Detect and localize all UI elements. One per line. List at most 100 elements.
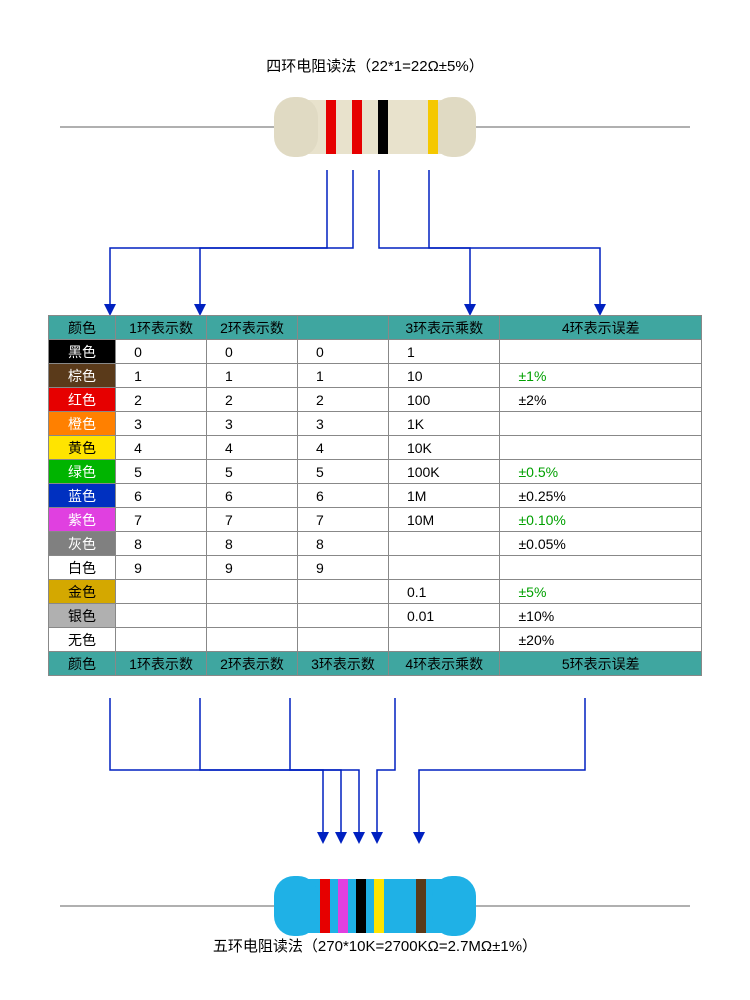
header-cell: 1环表示数 <box>116 316 207 340</box>
header-cell: 颜色 <box>49 316 116 340</box>
table-row: 金色 0.1±5% <box>49 580 702 604</box>
color-code-table: 颜色1环表示数2环表示数3环表示乘数4环表示误差黑色0001棕色11110±1%… <box>48 315 702 676</box>
table-row: 灰色888±0.05% <box>49 532 702 556</box>
table-row: 银色0.01±10% <box>49 604 702 628</box>
footer-header-cell: 3环表示数 <box>298 652 389 676</box>
multiplier-cell: 10 <box>388 364 500 388</box>
resistor-4band <box>0 86 750 176</box>
table-row: 黄色44410K <box>49 436 702 460</box>
table-row: 无色±20% <box>49 628 702 652</box>
tolerance-cell: ±2% <box>500 388 702 412</box>
tolerance-cell: ±0.10% <box>500 508 702 532</box>
color-band <box>320 879 330 933</box>
digit-cell: 8 <box>116 532 207 556</box>
color-name-cell: 白色 <box>49 556 116 580</box>
footer-header-cell: 颜色 <box>49 652 116 676</box>
color-name-cell: 灰色 <box>49 532 116 556</box>
color-name-cell: 黑色 <box>49 340 116 364</box>
multiplier-cell <box>388 556 500 580</box>
color-band <box>338 879 348 933</box>
color-band <box>416 879 426 933</box>
digit-cell: 8 <box>207 532 298 556</box>
header-cell: 3环表示乘数 <box>388 316 500 340</box>
tolerance-cell: ±5% <box>500 580 702 604</box>
multiplier-cell: 0.01 <box>388 604 500 628</box>
footer-header-cell: 5环表示误差 <box>500 652 702 676</box>
tolerance-cell: ±1% <box>500 364 702 388</box>
footer-header-cell: 2环表示数 <box>207 652 298 676</box>
digit-cell <box>298 604 389 628</box>
table-row: 黑色0001 <box>49 340 702 364</box>
digit-cell <box>298 580 389 604</box>
title-5band: 五环电阻读法（270*10K=2700KΩ=2.7MΩ±1%） <box>0 935 750 956</box>
digit-cell: 4 <box>298 436 389 460</box>
digit-cell: 5 <box>207 460 298 484</box>
color-name-cell: 蓝色 <box>49 484 116 508</box>
digit-cell: 1 <box>116 364 207 388</box>
digit-cell: 0 <box>207 340 298 364</box>
digit-cell <box>298 628 389 652</box>
multiplier-cell <box>388 532 500 556</box>
digit-cell: 3 <box>298 412 389 436</box>
color-name-cell: 金色 <box>49 580 116 604</box>
digit-cell: 3 <box>207 412 298 436</box>
color-band <box>428 100 438 154</box>
title-4band: 四环电阻读法（22*1=22Ω±5%） <box>0 0 750 76</box>
digit-cell: 7 <box>116 508 207 532</box>
multiplier-cell: 0.1 <box>388 580 500 604</box>
table-row: 紫色77710M±0.10% <box>49 508 702 532</box>
digit-cell: 0 <box>298 340 389 364</box>
digit-cell: 2 <box>207 388 298 412</box>
digit-cell <box>207 628 298 652</box>
header-cell: 2环表示数 <box>207 316 298 340</box>
digit-cell: 6 <box>116 484 207 508</box>
color-band <box>356 879 366 933</box>
digit-cell: 5 <box>298 460 389 484</box>
table-row: 白色999 <box>49 556 702 580</box>
resistor-color-code-diagram: 四环电阻读法（22*1=22Ω±5%） 颜色1环表示数2环表示数3环表示乘数4环… <box>0 0 750 1000</box>
multiplier-cell: 10M <box>388 508 500 532</box>
digit-cell: 1 <box>207 364 298 388</box>
digit-cell: 4 <box>116 436 207 460</box>
digit-cell <box>207 580 298 604</box>
color-band <box>378 100 388 154</box>
table-row: 橙色3331K <box>49 412 702 436</box>
digit-cell: 7 <box>207 508 298 532</box>
tolerance-cell: ±20% <box>500 628 702 652</box>
digit-cell: 9 <box>116 556 207 580</box>
digit-cell <box>116 604 207 628</box>
digit-cell <box>207 604 298 628</box>
multiplier-cell: 1 <box>388 340 500 364</box>
header-cell: 4环表示误差 <box>500 316 702 340</box>
color-name-cell: 紫色 <box>49 508 116 532</box>
color-band <box>374 879 384 933</box>
digit-cell: 2 <box>116 388 207 412</box>
table-row: 棕色11110±1% <box>49 364 702 388</box>
color-band <box>352 100 362 154</box>
digit-cell: 7 <box>298 508 389 532</box>
tolerance-cell: ±0.05% <box>500 532 702 556</box>
digit-cell: 4 <box>207 436 298 460</box>
table-row: 绿色555100K±0.5% <box>49 460 702 484</box>
multiplier-cell: 10K <box>388 436 500 460</box>
table-row: 红色222100±2% <box>49 388 702 412</box>
tolerance-cell: ±0.25% <box>500 484 702 508</box>
footer-header-cell: 4环表示乘数 <box>388 652 500 676</box>
digit-cell: 9 <box>207 556 298 580</box>
multiplier-cell: 100K <box>388 460 500 484</box>
digit-cell: 2 <box>298 388 389 412</box>
multiplier-cell: 1K <box>388 412 500 436</box>
tolerance-cell: ±10% <box>500 604 702 628</box>
color-name-cell: 黄色 <box>49 436 116 460</box>
tolerance-cell <box>500 412 702 436</box>
digit-cell: 8 <box>298 532 389 556</box>
multiplier-cell: 100 <box>388 388 500 412</box>
digit-cell <box>116 628 207 652</box>
digit-cell: 6 <box>298 484 389 508</box>
color-name-cell: 橙色 <box>49 412 116 436</box>
digit-cell: 9 <box>298 556 389 580</box>
color-name-cell: 红色 <box>49 388 116 412</box>
digit-cell <box>116 580 207 604</box>
footer-header-cell: 1环表示数 <box>116 652 207 676</box>
multiplier-cell: 1M <box>388 484 500 508</box>
